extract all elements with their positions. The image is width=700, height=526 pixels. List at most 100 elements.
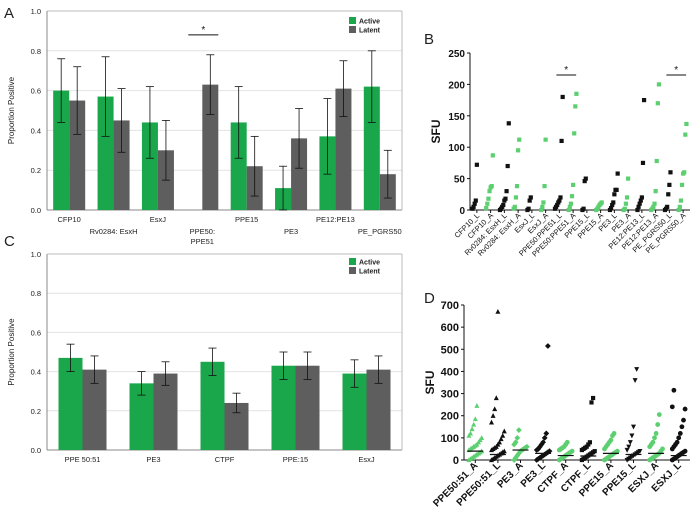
data-point — [574, 91, 579, 96]
legend-swatch-active — [349, 17, 356, 24]
data-point — [652, 201, 657, 206]
x-category-label: PE12:PE13 — [316, 215, 355, 224]
x-category-label: PE3_A — [495, 460, 525, 490]
data-point — [497, 439, 502, 445]
data-point — [500, 432, 506, 438]
data-point — [468, 430, 473, 436]
bar-active — [97, 96, 114, 210]
data-point — [487, 189, 492, 194]
y-tick-label: 0 — [453, 455, 459, 467]
data-point — [555, 202, 560, 208]
data-point — [492, 406, 498, 412]
y-tick-label: 0.6 — [31, 328, 41, 337]
bar-latent — [113, 120, 130, 210]
y-tick-label: 150 — [448, 112, 465, 123]
data-point — [559, 138, 564, 144]
panel-c-bar-chart: 0.0 0.2 0.4 0.6 0.8 1.0 Proportion Positive PPE… — [7, 250, 403, 464]
bar-active — [200, 361, 225, 450]
x-category-label: PPE15 — [235, 215, 258, 224]
y-axis-label: SFU — [423, 371, 437, 395]
data-point — [572, 131, 577, 136]
data-point — [571, 182, 576, 187]
y-tick-label: 500 — [441, 344, 459, 356]
y-tick-label: 0.0 — [31, 446, 41, 455]
data-point — [665, 204, 670, 209]
y-tick-label: 0 — [459, 206, 465, 217]
data-point — [558, 195, 563, 200]
data-point — [490, 153, 495, 158]
data-point — [631, 424, 636, 430]
data-point — [682, 170, 687, 175]
data-point — [610, 202, 615, 208]
bar-active — [363, 86, 380, 210]
data-point — [614, 187, 619, 193]
data-point — [650, 439, 656, 445]
data-point — [528, 195, 533, 200]
data-point — [566, 207, 571, 213]
data-point — [629, 433, 635, 439]
data-point — [557, 198, 562, 203]
data-point — [640, 160, 646, 165]
x-category-label: CTPF — [215, 455, 235, 464]
data-point — [677, 431, 683, 436]
data-point — [632, 378, 638, 383]
data-point — [527, 198, 532, 203]
data-point — [608, 437, 614, 443]
data-point — [568, 201, 574, 206]
data-point — [656, 82, 662, 87]
bar-latent — [69, 100, 86, 210]
x-category-label: PPE50: — [190, 227, 215, 236]
x-category-label: PE_PGRS50 — [358, 227, 402, 236]
data-point — [471, 421, 477, 427]
data-point — [569, 448, 575, 454]
panel-label-b: B — [424, 31, 434, 48]
y-tick-label: 0.2 — [31, 407, 41, 416]
data-point — [516, 427, 522, 434]
y-tick-label: 300 — [441, 389, 459, 401]
legend-swatch-latent — [349, 267, 356, 274]
data-point — [654, 158, 659, 164]
data-point — [545, 343, 551, 349]
data-point — [671, 387, 677, 393]
bar-active — [230, 122, 247, 210]
data-point — [682, 448, 688, 454]
data-point — [472, 201, 477, 206]
data-point — [560, 94, 565, 100]
data-point — [583, 176, 588, 181]
data-point — [546, 448, 553, 455]
data-point — [637, 201, 642, 206]
data-point — [540, 204, 545, 209]
data-point — [471, 204, 476, 209]
data-point — [495, 308, 501, 314]
bar-active — [58, 357, 83, 450]
data-point — [624, 195, 630, 200]
bar-active — [53, 90, 70, 210]
data-point — [677, 204, 682, 209]
data-point — [684, 121, 689, 127]
y-tick-label: 0.4 — [31, 126, 41, 135]
y-tick-label: 100 — [441, 433, 459, 445]
data-point — [473, 198, 478, 203]
data-point — [652, 435, 657, 441]
data-point — [541, 200, 546, 205]
data-point — [542, 184, 547, 189]
data-point — [651, 204, 656, 209]
data-point — [469, 426, 475, 432]
x-category-label: PPE51 — [191, 237, 214, 246]
data-point — [656, 412, 662, 418]
data-point — [485, 201, 490, 206]
y-tick-label: 1.0 — [31, 250, 41, 259]
data-point — [484, 206, 489, 211]
data-point — [635, 207, 640, 213]
x-category-label: PPE 50:51 — [65, 455, 101, 464]
data-point — [540, 439, 546, 446]
bar-active — [141, 122, 158, 210]
data-point — [634, 367, 640, 372]
x-category-label: Rv0284: EsxH — [90, 227, 138, 236]
data-point — [514, 184, 520, 189]
y-tick-label: 600 — [441, 322, 459, 334]
x-category-label: PE3 — [146, 455, 160, 464]
panel-label-d: D — [424, 290, 435, 307]
data-point — [608, 206, 614, 211]
data-point — [498, 436, 504, 442]
